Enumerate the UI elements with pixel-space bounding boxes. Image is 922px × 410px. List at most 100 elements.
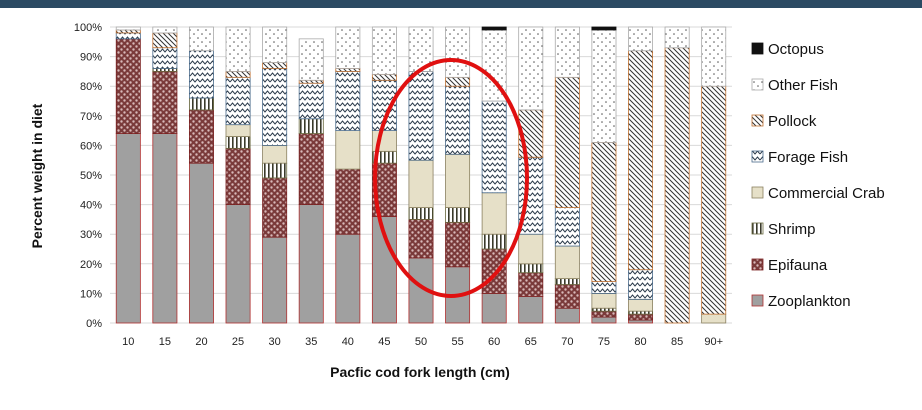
legend-label-shrimp: Shrimp (768, 221, 816, 238)
bar-segment-epifauna-25 (225, 147, 251, 206)
bar-segment-octopus-60 (481, 26, 507, 31)
bar-segment-shrimp-20 (188, 97, 214, 111)
legend-label-zooplankton: Zooplankton (768, 293, 851, 310)
bar-segment-shrimp-65 (518, 263, 544, 274)
bar-segment-shrimp-30 (262, 162, 288, 179)
x-tick-label: 45 (378, 336, 390, 348)
x-tick-label: 75 (598, 336, 610, 348)
legend: Octopus Other Fish Pollock Forage Fish Comme… (751, 41, 885, 310)
y-tick-label: 0% (86, 318, 102, 330)
bar-segment-zooplankton-70 (554, 307, 580, 324)
bar-segment-other-fish-90 (701, 26, 727, 87)
bar-segment-octopus-75 (591, 26, 617, 31)
bar-segment-zooplankton-35 (298, 204, 324, 324)
bar-segment-commercial-crab-80 (628, 298, 654, 312)
x-tick-label: 15 (159, 336, 171, 348)
bar-segment-epifauna-30 (262, 177, 288, 238)
bar-segment-shrimp-35 (298, 118, 324, 134)
bar-segment-zooplankton-80 (628, 319, 654, 324)
bar-segment-other-fish-10 (115, 26, 141, 31)
bars (115, 26, 727, 324)
y-tick-label: 10% (80, 288, 102, 300)
bar-segment-other-fish-45 (371, 26, 397, 75)
bar-segment-other-fish-65 (518, 26, 544, 111)
x-axis-title: Pacfic cod fork length (cm) (330, 364, 510, 380)
bar-segment-other-fish-40 (335, 26, 361, 69)
bar-segment-other-fish-70 (554, 26, 580, 78)
legend-swatch-epifauna (751, 258, 764, 271)
bar-segment-forage-fish-50 (408, 71, 434, 161)
bar-segment-forage-fish-75 (591, 281, 617, 294)
legend-swatch-other-fish (751, 78, 764, 91)
bar-segment-other-fish-80 (628, 26, 654, 52)
bar-segment-other-fish-85 (664, 26, 690, 49)
legend-label-octopus: Octopus (768, 41, 824, 58)
bar-segment-commercial-crab-60 (481, 192, 507, 235)
bar-segment-pollock-55 (445, 76, 471, 87)
bar-segment-commercial-crab-40 (335, 130, 361, 170)
bar-segment-epifauna-60 (481, 248, 507, 294)
bar-segment-forage-fish-70 (554, 207, 580, 247)
bar-segment-zooplankton-75 (591, 316, 617, 324)
bar-segment-pollock-30 (262, 62, 288, 69)
x-tick-label: 10 (122, 336, 134, 348)
legend-label-epifauna: Epifauna (768, 257, 828, 274)
bar-segment-other-fish-30 (262, 26, 288, 63)
bar-segment-pollock-45 (371, 73, 397, 81)
bar-segment-epifauna-15 (152, 71, 178, 134)
bar-segment-commercial-crab-25 (225, 124, 251, 137)
bar-segment-other-fish-35 (298, 38, 324, 81)
bar-segment-shrimp-80 (628, 310, 654, 315)
x-tick-label: 50 (415, 336, 427, 348)
x-tick-label: 85 (671, 336, 683, 348)
x-tick-labels: 10 15 20 25 30 35 40 45 50 55 60 65 70 75 80 85 90+ (122, 336, 723, 348)
x-tick-label: 80 (634, 336, 646, 348)
bar-segment-epifauna-20 (188, 109, 214, 164)
x-tick-label: 90+ (704, 336, 723, 348)
bar-segment-zooplankton-10 (115, 133, 141, 324)
bar-segment-pollock-75 (591, 142, 617, 282)
bar-segment-zooplankton-65 (518, 295, 544, 324)
bar-segment-zooplankton-15 (152, 133, 178, 324)
bar-segment-commercial-crab-90 (701, 313, 727, 324)
legend-label-other-fish: Other Fish (768, 77, 838, 94)
bar-segment-pollock-70 (554, 76, 580, 208)
y-tick-label: 100% (74, 22, 102, 34)
bar-segment-zooplankton-20 (188, 162, 214, 324)
bar-segment-other-fish-20 (188, 26, 214, 52)
legend-swatch-zooplankton (751, 294, 764, 307)
bar-segment-epifauna-35 (298, 133, 324, 205)
bar-segment-forage-fish-20 (188, 50, 214, 99)
x-tick-label: 35 (305, 336, 317, 348)
bar-segment-pollock-15 (152, 32, 178, 49)
legend-label-pollock: Pollock (768, 113, 817, 130)
bar-segment-shrimp-75 (591, 307, 617, 312)
x-tick-label: 25 (232, 336, 244, 348)
x-tick-label: 60 (488, 336, 500, 348)
bar-segment-forage-fish-15 (152, 47, 178, 69)
bar-segment-epifauna-65 (518, 272, 544, 297)
x-tick-label: 30 (269, 336, 281, 348)
bar-segment-epifauna-80 (628, 313, 654, 321)
bar-segment-forage-fish-25 (225, 76, 251, 126)
bar-segment-epifauna-70 (554, 284, 580, 309)
bar-segment-commercial-crab-65 (518, 233, 544, 265)
y-tick-label: 50% (80, 170, 102, 182)
legend-label-forage-fish: Forage Fish (768, 149, 848, 166)
slide-top-band (0, 0, 922, 8)
bar-segment-zooplankton-25 (225, 204, 251, 324)
y-tick-label: 60% (80, 140, 102, 152)
bar-segment-forage-fish-35 (298, 82, 324, 120)
legend-swatch-shrimp (751, 222, 764, 235)
legend-label-commercial-crab: Commercial Crab (768, 185, 885, 202)
bar-segment-pollock-40 (335, 68, 361, 72)
bar-segment-other-fish-25 (225, 26, 251, 72)
bar-segment-forage-fish-60 (481, 100, 507, 194)
bar-segment-commercial-crab-30 (262, 144, 288, 164)
bar-segment-commercial-crab-75 (591, 292, 617, 309)
bar-segment-shrimp-25 (225, 136, 251, 149)
bar-segment-epifauna-10 (115, 38, 141, 134)
x-tick-label: 65 (525, 336, 537, 348)
